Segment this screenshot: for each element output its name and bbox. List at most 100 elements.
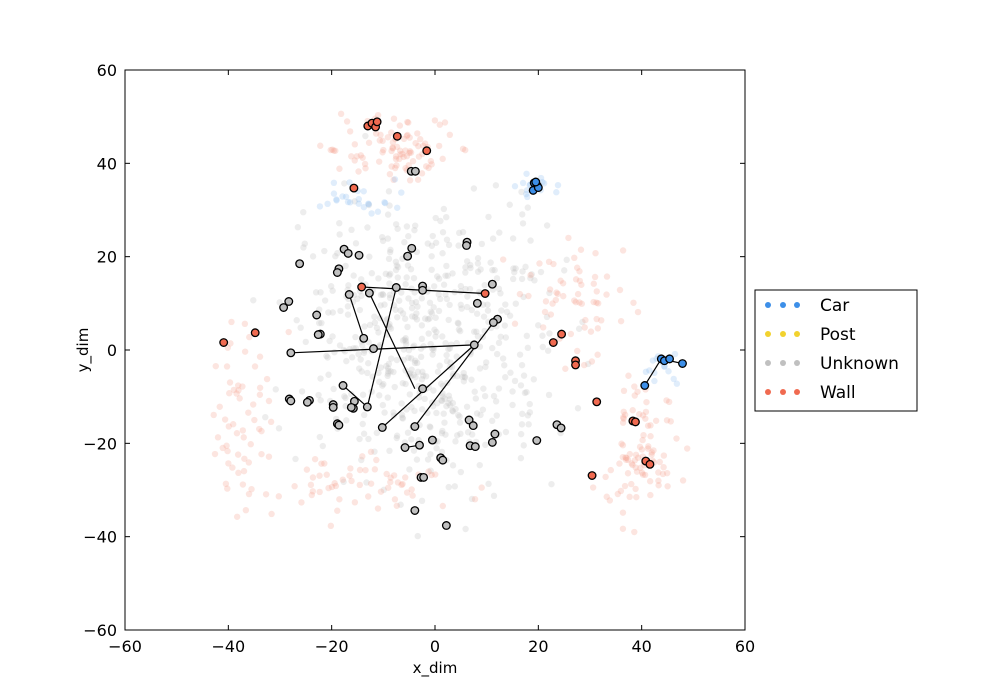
- background-point: [235, 469, 242, 477]
- background-point: [580, 361, 588, 369]
- background-point: [430, 283, 438, 290]
- background-point: [347, 465, 354, 472]
- background-point: [642, 415, 649, 422]
- background-point: [664, 483, 671, 490]
- background-point: [241, 348, 249, 355]
- background-point: [390, 115, 398, 122]
- background-point: [312, 289, 320, 296]
- background-point: [373, 324, 381, 332]
- background-point: [660, 452, 668, 459]
- background-point: [639, 412, 647, 419]
- background-point: [317, 289, 324, 296]
- y-tick-label: 20: [97, 248, 117, 267]
- background-point: [581, 324, 588, 331]
- background-point: [298, 499, 305, 506]
- data-point-unknown: [410, 422, 420, 431]
- background-point: [634, 308, 642, 316]
- data-point-unknown: [556, 423, 566, 433]
- data-point-car: [678, 359, 687, 368]
- background-point: [456, 327, 464, 335]
- connection-line: [348, 294, 365, 339]
- data-point-unknown: [286, 348, 296, 358]
- background-point: [385, 368, 392, 375]
- background-point: [433, 328, 440, 336]
- background-point: [511, 377, 519, 385]
- background-point: [321, 297, 329, 304]
- background-point: [660, 463, 667, 471]
- background-point: [309, 474, 317, 481]
- background-point: [629, 407, 636, 414]
- background-point: [333, 197, 340, 204]
- background-point: [539, 324, 547, 331]
- background-point: [412, 298, 420, 306]
- background-point: [408, 313, 416, 320]
- background-point: [364, 224, 371, 231]
- background-point: [631, 528, 638, 536]
- background-point: [431, 326, 438, 333]
- background-point: [459, 228, 467, 236]
- background-point: [359, 453, 366, 460]
- background-point: [393, 432, 401, 439]
- background-point: [336, 231, 343, 238]
- background-point: [650, 447, 657, 454]
- background-point: [365, 139, 373, 146]
- background-point: [482, 359, 490, 366]
- data-point-wall: [219, 338, 229, 347]
- background-point: [446, 301, 453, 309]
- background-point: [445, 399, 452, 407]
- data-point-unknown: [359, 333, 369, 343]
- background-point: [403, 152, 411, 160]
- data-point-unknown: [462, 241, 471, 250]
- background-point: [359, 154, 366, 161]
- background-point: [546, 289, 553, 297]
- background-point: [435, 142, 443, 150]
- background-point: [474, 255, 482, 262]
- background-point: [226, 390, 233, 397]
- background-point: [297, 324, 304, 331]
- background-point: [626, 493, 633, 501]
- x-axis-label: x_dim: [413, 659, 458, 678]
- background-point: [396, 155, 403, 163]
- background-point: [621, 411, 629, 418]
- background-point: [368, 210, 375, 217]
- background-point: [212, 362, 219, 370]
- background-point: [391, 383, 398, 391]
- background-point: [462, 285, 469, 293]
- background-point: [493, 350, 501, 358]
- background-point: [651, 369, 658, 377]
- background-point: [340, 346, 347, 354]
- background-point: [411, 407, 418, 415]
- background-point: [388, 129, 395, 136]
- data-point-car: [640, 381, 650, 390]
- background-point: [439, 250, 446, 257]
- background-point: [362, 165, 369, 172]
- legend-marker: [765, 389, 771, 395]
- background-point: [640, 431, 647, 439]
- data-point-wall: [422, 146, 432, 156]
- background-point: [440, 205, 448, 213]
- background-point: [404, 262, 412, 269]
- background-point: [240, 434, 247, 441]
- background-point: [410, 447, 418, 454]
- background-point: [631, 457, 639, 464]
- background-point: [308, 491, 316, 499]
- background-point: [365, 435, 372, 443]
- data-point-unknown: [312, 310, 322, 320]
- background-point: [226, 379, 234, 386]
- background-point: [620, 387, 628, 395]
- background-point: [454, 319, 462, 327]
- background-point: [360, 430, 368, 437]
- background-point: [394, 274, 402, 281]
- background-point: [412, 139, 419, 147]
- background-point: [250, 401, 257, 408]
- background-point: [461, 374, 469, 381]
- background-point: [411, 222, 419, 229]
- background-point: [329, 333, 336, 340]
- background-point: [332, 253, 339, 260]
- background-point: [463, 303, 471, 311]
- background-point: [384, 235, 392, 242]
- background-point: [421, 315, 429, 322]
- background-point: [454, 432, 461, 439]
- background-point: [387, 246, 394, 254]
- background-point: [468, 431, 476, 438]
